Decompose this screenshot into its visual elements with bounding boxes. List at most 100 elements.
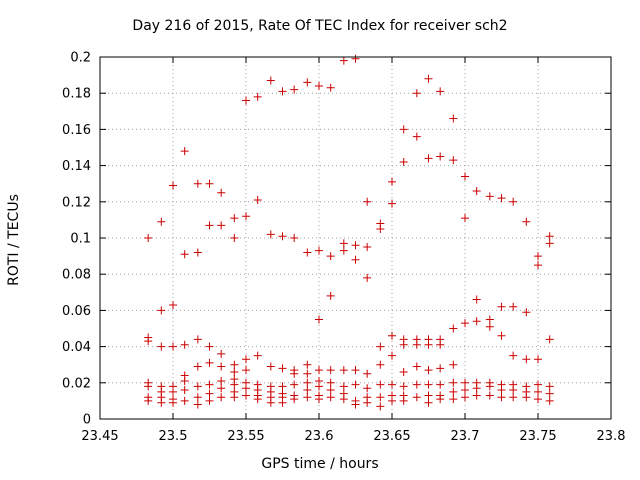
data-point bbox=[290, 395, 299, 404]
y-tick-label: 0.08 bbox=[62, 268, 91, 283]
data-point bbox=[436, 152, 445, 161]
data-point bbox=[461, 319, 469, 328]
data-point bbox=[399, 340, 408, 349]
data-point bbox=[290, 380, 299, 389]
data-point bbox=[424, 391, 433, 400]
data-point bbox=[242, 96, 250, 105]
data-point bbox=[326, 366, 335, 375]
data-point bbox=[144, 396, 153, 405]
data-point bbox=[180, 386, 189, 395]
y-tick-label: 0 bbox=[83, 413, 91, 428]
data-point bbox=[205, 389, 214, 398]
x-tick-label: 23.75 bbox=[519, 429, 556, 444]
data-point bbox=[242, 391, 250, 400]
data-point bbox=[485, 322, 494, 331]
chart-title: Day 216 of 2015, Rate Of TEC Index for r… bbox=[132, 18, 508, 34]
data-point bbox=[290, 369, 299, 378]
data-point bbox=[509, 351, 518, 360]
plot-frame bbox=[99, 56, 612, 420]
data-point bbox=[205, 358, 214, 367]
data-point bbox=[217, 384, 226, 393]
data-point bbox=[253, 395, 262, 404]
y-tick-label: 0.14 bbox=[62, 159, 91, 174]
data-point bbox=[303, 393, 312, 402]
data-point bbox=[424, 380, 433, 389]
data-point bbox=[424, 154, 433, 163]
data-point bbox=[169, 398, 177, 407]
data-point bbox=[144, 234, 153, 242]
data-point bbox=[388, 177, 396, 186]
data-point bbox=[472, 186, 481, 195]
y-tick-label: 0.12 bbox=[62, 195, 91, 210]
data-point bbox=[205, 179, 214, 188]
data-point bbox=[424, 398, 433, 407]
data-point bbox=[497, 331, 506, 340]
data-point bbox=[412, 340, 421, 349]
axis-ticks: 0 0.02 0.04 0.06 0.08 0.1 0.12 0.14 0.16 0.18 0.2 2… bbox=[62, 51, 625, 445]
data-point bbox=[497, 386, 506, 395]
data-point bbox=[326, 252, 335, 261]
data-point bbox=[157, 217, 166, 226]
data-point bbox=[534, 355, 542, 364]
data-point bbox=[363, 273, 372, 282]
data-point bbox=[376, 380, 385, 389]
data-point bbox=[242, 355, 250, 364]
y-tick-label: 0.18 bbox=[62, 87, 91, 102]
x-axis-label: GPS time / hours bbox=[261, 456, 379, 472]
data-point bbox=[144, 382, 153, 391]
data-point bbox=[351, 255, 360, 264]
data-point bbox=[522, 355, 531, 364]
data-point bbox=[315, 81, 323, 90]
x-tick-label: 23.55 bbox=[227, 429, 264, 444]
data-point bbox=[205, 396, 214, 405]
data-point bbox=[388, 396, 396, 405]
data-point bbox=[315, 246, 323, 255]
data-point bbox=[169, 387, 177, 396]
data-point bbox=[266, 76, 275, 85]
data-point bbox=[534, 380, 542, 389]
x-tick-label: 23.45 bbox=[81, 429, 118, 444]
data-point bbox=[339, 56, 348, 65]
data-point bbox=[180, 376, 189, 385]
data-point bbox=[290, 85, 299, 94]
data-point bbox=[449, 387, 458, 396]
data-point bbox=[485, 382, 494, 391]
data-point bbox=[253, 92, 262, 101]
data-point bbox=[436, 380, 445, 389]
data-point bbox=[217, 221, 226, 230]
data-point bbox=[363, 369, 372, 378]
data-point bbox=[303, 78, 312, 87]
data-point bbox=[461, 214, 469, 223]
data-point bbox=[522, 217, 531, 226]
data-point bbox=[351, 366, 360, 375]
data-point bbox=[315, 382, 323, 391]
y-tick-label: 0.16 bbox=[62, 123, 91, 138]
data-point bbox=[449, 395, 458, 404]
data-point bbox=[193, 400, 202, 409]
data-point bbox=[169, 342, 177, 351]
data-point bbox=[545, 239, 554, 248]
data-point bbox=[497, 194, 506, 203]
data-point bbox=[485, 391, 494, 400]
data-point bbox=[388, 380, 396, 389]
data-point bbox=[461, 378, 469, 387]
data-point bbox=[412, 89, 421, 98]
data-point bbox=[326, 386, 335, 395]
data-point bbox=[449, 378, 458, 387]
x-tick-label: 23.6 bbox=[305, 429, 334, 444]
data-point bbox=[545, 382, 554, 391]
data-point bbox=[509, 197, 518, 206]
data-point bbox=[545, 335, 554, 344]
data-point bbox=[303, 248, 312, 257]
data-point bbox=[339, 239, 348, 248]
data-point bbox=[399, 367, 408, 376]
data-point bbox=[472, 317, 481, 326]
data-point bbox=[351, 241, 360, 250]
data-point bbox=[278, 87, 287, 96]
y-tick-label: 0.1 bbox=[70, 232, 91, 247]
data-point bbox=[376, 360, 385, 369]
data-point bbox=[509, 302, 518, 311]
data-point bbox=[436, 87, 445, 96]
data-point bbox=[363, 384, 372, 393]
data-point bbox=[376, 224, 385, 233]
